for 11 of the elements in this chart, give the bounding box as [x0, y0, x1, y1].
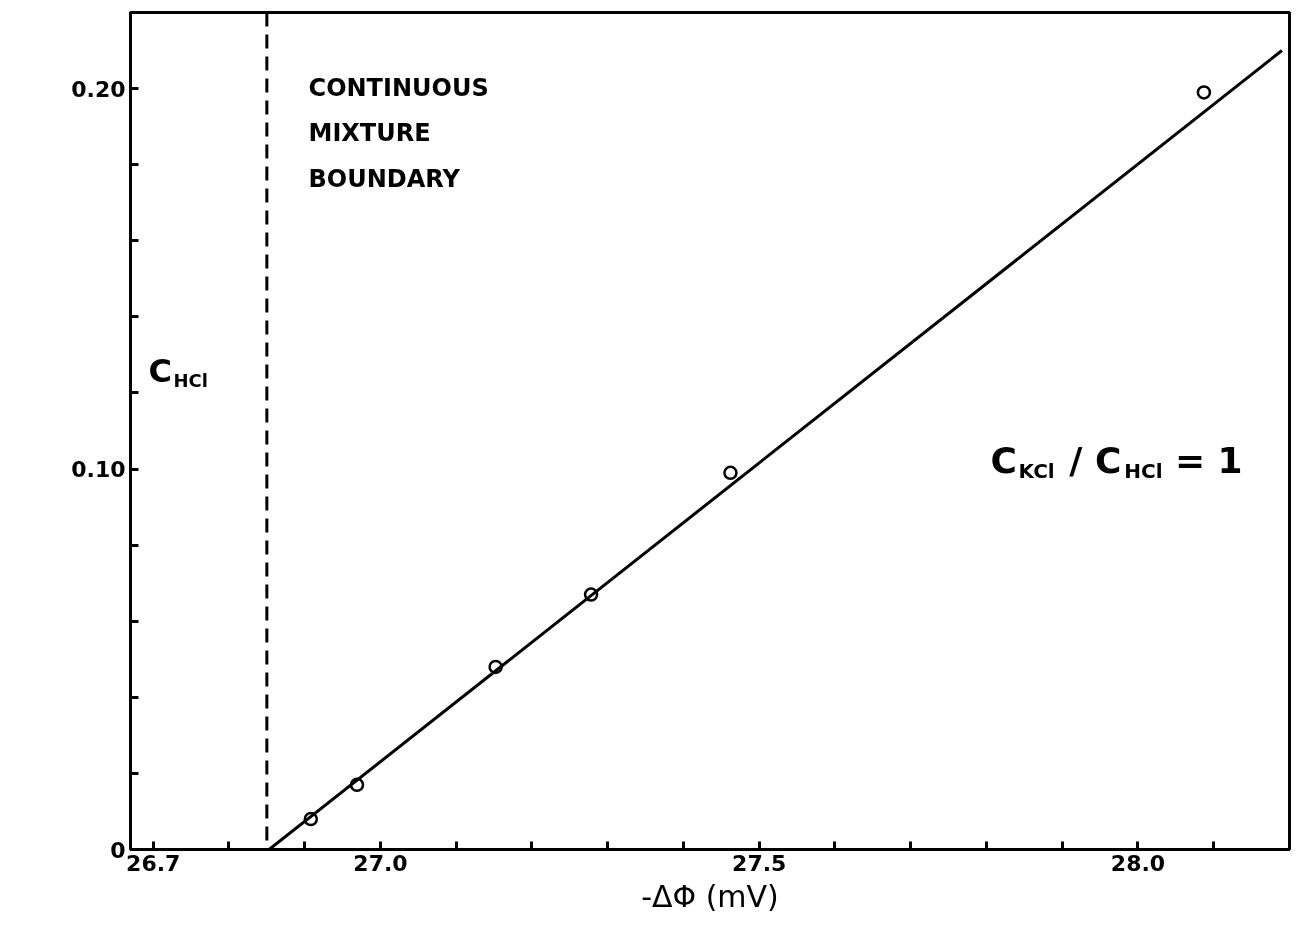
y-tick-label: 0	[110, 837, 126, 863]
point	[723, 465, 738, 481]
x-tick-label: 27.0	[353, 850, 408, 876]
x-tick-label: 28.0	[1110, 850, 1166, 876]
x-tick-label: 26.7	[126, 850, 181, 876]
y-tick-label: 0.10	[71, 457, 126, 483]
y-tick-label: 0.20	[71, 76, 126, 102]
x-axis-title: -ΔΦ (mV)	[641, 878, 779, 914]
ref-line-label: CONTINUOUS MIXTURE BOUNDARY	[308, 73, 489, 194]
x-tick-label: 27.5	[732, 850, 787, 876]
point	[1196, 85, 1212, 100]
